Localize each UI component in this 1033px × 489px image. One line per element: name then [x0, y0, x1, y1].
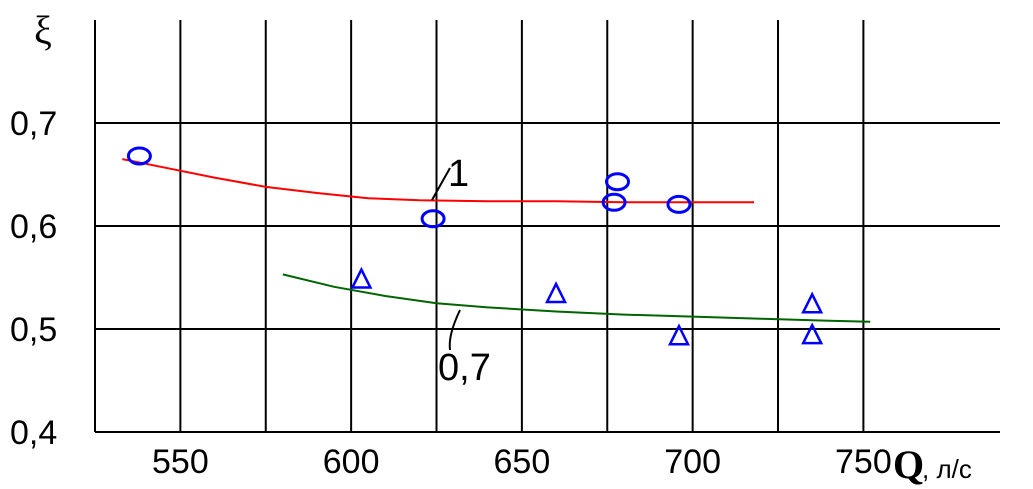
triangle-marker [545, 281, 568, 304]
x-tick-label: 550 [152, 443, 209, 481]
circle-marker [605, 172, 631, 192]
x-tick-label: 650 [494, 443, 551, 481]
grid [95, 20, 1000, 432]
x-tick-label: 750 [835, 443, 892, 481]
data-markers [126, 146, 824, 346]
tick-labels: 550 600 650 700 750 0,4 0,5 0,6 0,7 [10, 105, 892, 481]
y-axis-symbol: ξ [34, 8, 52, 53]
y-tick-label: 0,6 [10, 208, 57, 246]
plot-frame [94, 20, 1000, 433]
y-tick-label: 0,4 [10, 414, 57, 452]
x-tick-label: 600 [323, 443, 380, 481]
fit-curve-2 [282, 273, 871, 323]
circle-marker [601, 192, 627, 212]
x-tick-label: 700 [664, 443, 721, 481]
y-tick-label: 0,7 [10, 105, 57, 143]
fit-curve-1 [122, 158, 755, 204]
circle-marker [126, 146, 152, 166]
leader-line-1 [431, 167, 451, 201]
circle-marker [420, 209, 446, 229]
curve-label-1: 1 [448, 153, 469, 195]
fit-curves [122, 158, 871, 323]
y-tick-label: 0,5 [10, 311, 57, 349]
leader-line-0-7 [448, 309, 461, 351]
triangle-marker [801, 291, 824, 314]
curve-label-0-7: 0,7 [438, 347, 491, 389]
x-axis-unit: , л/с [922, 454, 972, 484]
triangle-marker [801, 322, 824, 345]
circle-marker [666, 194, 692, 214]
triangle-marker [350, 266, 373, 289]
triangle-marker [667, 323, 691, 346]
x-axis-symbol: Q [893, 442, 924, 487]
leader-lines [431, 167, 461, 351]
